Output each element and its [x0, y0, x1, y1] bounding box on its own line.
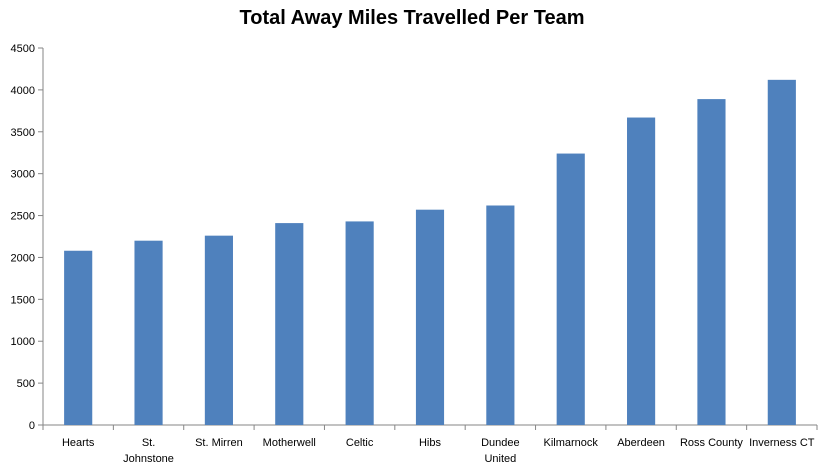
y-axis: 0 500 1000 1500 2000 2500 3000 3500 4000 4500: [11, 43, 44, 432]
y-tick-label: 3500: [11, 127, 35, 139]
category-label: St. Mirren: [195, 437, 243, 449]
y-tick-label: 4500: [11, 43, 35, 55]
category-label: Hearts: [62, 437, 95, 449]
category-label: Hibs: [419, 437, 442, 449]
bar: [627, 117, 656, 425]
y-tick-label: 1000: [11, 336, 35, 348]
category-label: Motherwell: [263, 437, 316, 449]
category-label: Celtic: [346, 437, 374, 449]
y-tick-label: 0: [29, 420, 35, 432]
bar: [556, 153, 585, 425]
y-tick-label: 3000: [11, 169, 35, 181]
y-tick-label: 2000: [11, 252, 35, 264]
bar: [345, 221, 374, 425]
y-tick-label: 2500: [11, 211, 35, 223]
bar: [134, 240, 163, 425]
x-axis: [42, 424, 818, 430]
bar: [486, 205, 515, 425]
bar: [204, 235, 233, 425]
bar: [697, 99, 726, 426]
y-tick-label: 1500: [11, 294, 35, 306]
category-label: St. Johnstone: [123, 437, 174, 465]
category-label: Aberdeen: [617, 437, 665, 449]
bar: [64, 250, 93, 425]
chart-title: Total Away Miles Travelled Per Team: [240, 7, 585, 29]
category-label: Kilmarnock: [544, 437, 599, 449]
bar: [767, 79, 796, 425]
category-label: Dundee United: [481, 437, 520, 465]
y-tick-label: 4000: [11, 85, 35, 97]
category-label: Ross County: [680, 437, 743, 449]
category-label: Inverness CT: [749, 437, 815, 449]
bar: [275, 223, 304, 425]
bar: [415, 209, 445, 425]
bars: [64, 79, 796, 426]
category-labels: Hearts St. Johnstone St. Mirren Motherwell Ce…: [62, 437, 815, 465]
y-tick-label: 500: [17, 378, 35, 390]
